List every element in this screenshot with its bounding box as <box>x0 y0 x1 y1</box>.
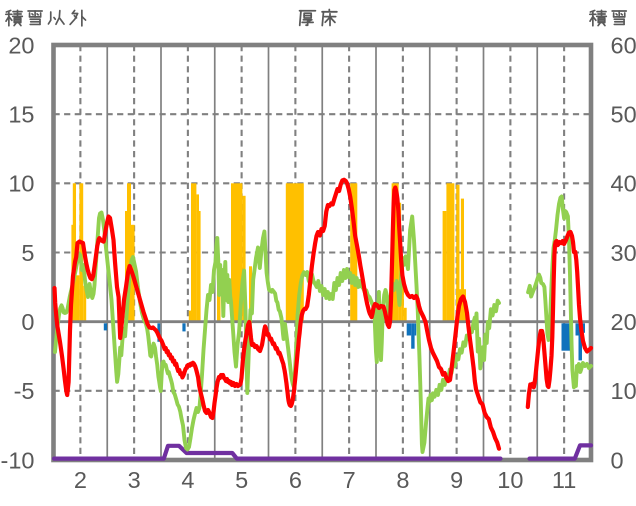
svg-text:0: 0 <box>21 309 34 335</box>
svg-text:60: 60 <box>611 32 636 58</box>
svg-text:9: 9 <box>450 467 463 493</box>
svg-text:-10: -10 <box>1 447 35 473</box>
svg-text:11: 11 <box>552 467 576 493</box>
svg-text:6: 6 <box>289 467 302 493</box>
svg-text:50: 50 <box>611 102 636 128</box>
svg-text:-5: -5 <box>14 378 35 404</box>
svg-text:20: 20 <box>8 32 34 58</box>
svg-text:4: 4 <box>181 467 194 493</box>
svg-text:2: 2 <box>74 467 87 493</box>
svg-text:8: 8 <box>396 467 409 493</box>
svg-text:15: 15 <box>8 102 34 128</box>
svg-text:10: 10 <box>611 378 636 404</box>
svg-text:10: 10 <box>8 171 34 197</box>
svg-text:10: 10 <box>497 467 523 493</box>
svg-text:7: 7 <box>343 467 356 493</box>
svg-text:3: 3 <box>128 467 141 493</box>
svg-text:20: 20 <box>611 309 636 335</box>
svg-text:0: 0 <box>611 447 624 473</box>
svg-text:30: 30 <box>611 240 636 266</box>
svg-text:40: 40 <box>611 171 636 197</box>
svg-text:5: 5 <box>21 240 34 266</box>
svg-text:5: 5 <box>235 467 248 493</box>
